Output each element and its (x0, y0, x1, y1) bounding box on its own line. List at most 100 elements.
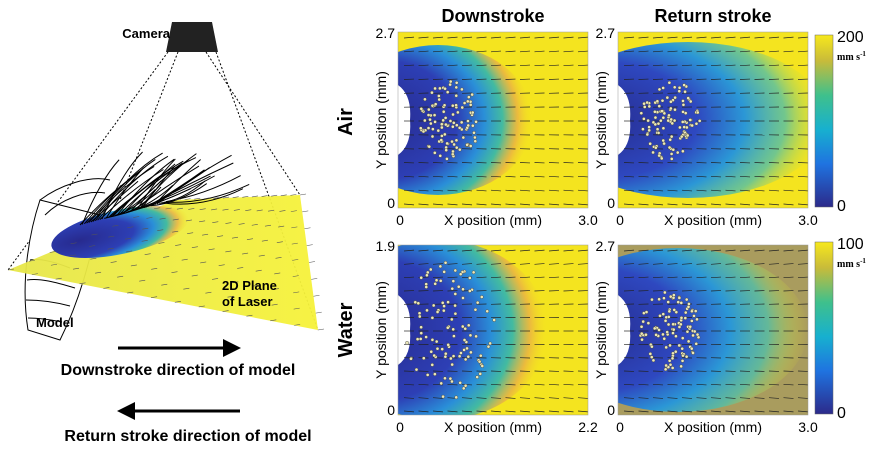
particle (474, 140, 477, 143)
particle (662, 86, 665, 89)
particle (681, 150, 684, 153)
y-axis-label: Y position (mm) (593, 71, 609, 169)
particle (405, 341, 408, 344)
particle (420, 332, 423, 335)
particle (654, 333, 657, 336)
x-tick-label: 3.0 (798, 212, 818, 228)
particle (681, 359, 684, 362)
setup-illustration: Camera 2D Plane of Laser Model Downstrok… (8, 22, 324, 445)
plane-vector (316, 312, 322, 313)
particle (673, 119, 676, 122)
particle (640, 338, 643, 341)
particle (463, 338, 466, 341)
particle (459, 381, 462, 384)
particle (686, 134, 689, 137)
particle (462, 136, 465, 139)
particle (662, 127, 665, 130)
particle (489, 342, 492, 345)
particle (656, 100, 659, 103)
particle (670, 118, 673, 121)
particle (458, 126, 461, 129)
particle (696, 111, 699, 114)
particle (673, 108, 676, 111)
particle (695, 342, 698, 345)
particle (464, 358, 467, 361)
particle (444, 355, 447, 358)
y-tick-label: 2.7 (596, 238, 616, 254)
particle (465, 143, 468, 146)
particle (425, 283, 428, 286)
particle (445, 149, 448, 152)
column-header: Downstroke (441, 6, 544, 26)
particle (455, 86, 458, 89)
particle (643, 105, 646, 108)
particle (474, 308, 477, 311)
particle (419, 337, 422, 340)
y-tick-label: 2.7 (376, 25, 396, 41)
particle (449, 377, 452, 380)
particle (668, 310, 671, 313)
particle (455, 124, 458, 127)
velocity-field (328, 240, 548, 420)
particle (472, 271, 475, 274)
colorbar-min: 0 (837, 198, 846, 215)
particle (420, 326, 423, 329)
particle (678, 126, 681, 129)
particle (658, 314, 661, 317)
x-tick-label: 3.0 (578, 212, 598, 228)
particle (469, 351, 472, 354)
column-header: Return stroke (654, 6, 771, 26)
particle (652, 359, 655, 362)
particle (418, 312, 421, 315)
particle (469, 103, 472, 106)
particle (450, 140, 453, 143)
particle (668, 344, 671, 347)
colorbar-gradient (815, 242, 833, 414)
panel-content (548, 32, 828, 208)
particle (435, 279, 438, 282)
particle (444, 261, 447, 264)
particle (452, 280, 455, 283)
particle (683, 90, 686, 93)
particle (457, 285, 460, 288)
particle (451, 104, 454, 107)
particle (437, 94, 440, 97)
particle (486, 310, 489, 313)
particle (430, 350, 433, 353)
particle (693, 330, 696, 333)
particle (455, 81, 458, 84)
particle (454, 292, 457, 295)
particle (409, 357, 412, 360)
particle (678, 344, 681, 347)
particle (460, 121, 463, 124)
particle (440, 138, 443, 141)
particle (687, 302, 690, 305)
particle (671, 357, 674, 360)
particle (653, 327, 656, 330)
particle (459, 273, 462, 276)
particle (672, 328, 675, 331)
particle (472, 131, 475, 134)
particle (442, 119, 445, 122)
camera-icon (166, 22, 218, 52)
particle (455, 396, 458, 399)
particle (442, 110, 445, 113)
particle (658, 105, 661, 108)
particle (662, 142, 665, 145)
particle (673, 86, 676, 89)
particle (687, 97, 690, 100)
particle (678, 90, 681, 93)
laser-label: of Laser (222, 294, 273, 309)
particle (425, 274, 428, 277)
x-tick-label: 0 (616, 212, 624, 228)
particle (670, 157, 673, 160)
particle (420, 107, 423, 110)
particle (670, 135, 673, 138)
particle (441, 395, 444, 398)
particle (681, 120, 684, 123)
plane-vector (305, 228, 311, 229)
particle (694, 309, 697, 312)
y-axis-label: Y position (mm) (373, 281, 389, 379)
particle (433, 120, 436, 123)
